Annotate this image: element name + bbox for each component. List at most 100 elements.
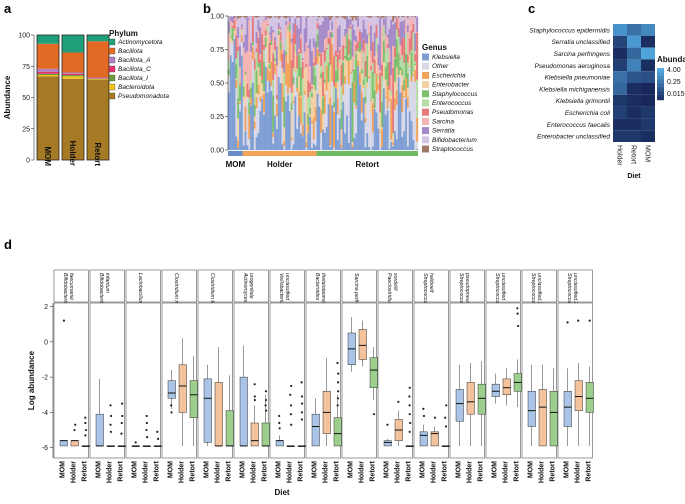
bar-segment [241, 42, 243, 56]
bar-segment [401, 16, 403, 17]
bar-segment [379, 133, 381, 150]
facet-panel [90, 303, 125, 458]
bar-segment [361, 70, 363, 74]
heatmap-row-label: Enterobacter unclassified [537, 134, 610, 141]
bar-segment [252, 16, 254, 17]
legend-label: Bacteroidota [118, 84, 155, 91]
bar-segment [407, 88, 409, 97]
bar-segment [298, 54, 300, 55]
bar-segment [368, 22, 370, 33]
bar-segment [357, 16, 359, 17]
bar-segment [261, 96, 263, 98]
bar-segment [353, 138, 355, 150]
bar-segment [400, 59, 402, 67]
outlier-point [110, 415, 112, 417]
heatmap-row-label: Klebsiella grimontii [556, 98, 611, 105]
bar-segment [248, 102, 250, 114]
bar-segment [405, 99, 407, 151]
heatmap-cell [627, 24, 641, 36]
bar-segment [370, 101, 372, 114]
bar-segment [365, 103, 367, 118]
bar-segment [365, 118, 367, 123]
bar-segment [396, 29, 398, 39]
bar-segment [300, 34, 302, 39]
bar-segment [388, 16, 390, 29]
bar-segment [381, 129, 383, 147]
x-tick-label: MOM [563, 461, 570, 478]
bar-segment [263, 20, 265, 21]
bar-segment [87, 79, 109, 80]
bar-segment [374, 90, 376, 108]
bar-segment [403, 17, 405, 20]
outlier-point [589, 320, 591, 322]
bar-segment [283, 72, 285, 73]
x-tick-label: MOM [203, 461, 210, 478]
bar-segment [296, 129, 298, 150]
bar-segment [414, 17, 416, 33]
bar-segment [346, 115, 348, 150]
bar-segment [348, 54, 350, 57]
bar-segment [307, 133, 309, 150]
bar-segment [374, 109, 376, 150]
bar-segment [339, 79, 341, 80]
bar-segment [368, 18, 370, 23]
bar-segment [272, 16, 274, 30]
outlier-point [409, 431, 411, 433]
bar-segment [335, 71, 337, 83]
bar-segment [392, 143, 394, 145]
bar-segment [232, 62, 234, 150]
bar-segment [269, 81, 271, 150]
heatmap-cell [613, 48, 627, 60]
bar-segment [239, 101, 241, 102]
bar-segment [309, 66, 311, 83]
bar-segment [263, 112, 265, 114]
bar-segment [305, 147, 307, 150]
bar-segment [307, 125, 309, 133]
bar-segment [280, 83, 282, 150]
bar-segment [315, 146, 317, 150]
bar-segment [235, 78, 237, 80]
outlier-point [445, 404, 447, 406]
bar-segment [304, 112, 306, 150]
bar-segment [300, 53, 302, 67]
y-tick-label: -2 [42, 375, 48, 382]
bar-segment [412, 74, 414, 76]
bar-segment [411, 16, 413, 17]
legend-label: Serratia [432, 128, 455, 135]
bar-segment [394, 22, 396, 46]
outlier-point [279, 427, 281, 429]
outlier-point [109, 404, 111, 406]
bar-segment [401, 21, 403, 38]
bar-segment [416, 142, 418, 149]
bar-segment [350, 72, 352, 74]
bar-segment [352, 24, 354, 56]
bar-segment [355, 54, 357, 106]
bar-segment [304, 69, 306, 91]
box [262, 423, 270, 446]
bar-segment [322, 97, 324, 113]
x-tick-label: Holder [70, 461, 77, 483]
bar-segment [344, 16, 346, 19]
bar-segment [335, 56, 337, 71]
x-tick-label: MOM [95, 461, 102, 478]
bar-segment [302, 16, 304, 58]
bar-segment [311, 51, 313, 84]
bar-segment [254, 129, 256, 150]
bar-segment [359, 16, 361, 30]
bar-segment [374, 108, 376, 109]
outlier-point [135, 441, 137, 443]
bar-segment [353, 59, 355, 70]
group-label: Retort [355, 160, 379, 169]
bar-segment [414, 65, 416, 70]
bar-segment [269, 33, 271, 35]
bar-segment [245, 34, 247, 52]
heatmap-cell [627, 107, 641, 119]
bar-segment [276, 104, 278, 116]
bar-segment [258, 94, 260, 133]
bar-segment [394, 18, 396, 23]
outlier-point [337, 397, 339, 399]
outlier-point [74, 424, 76, 426]
bar-segment [341, 129, 343, 145]
bar-segment [278, 16, 280, 19]
bar-segment [250, 87, 252, 97]
